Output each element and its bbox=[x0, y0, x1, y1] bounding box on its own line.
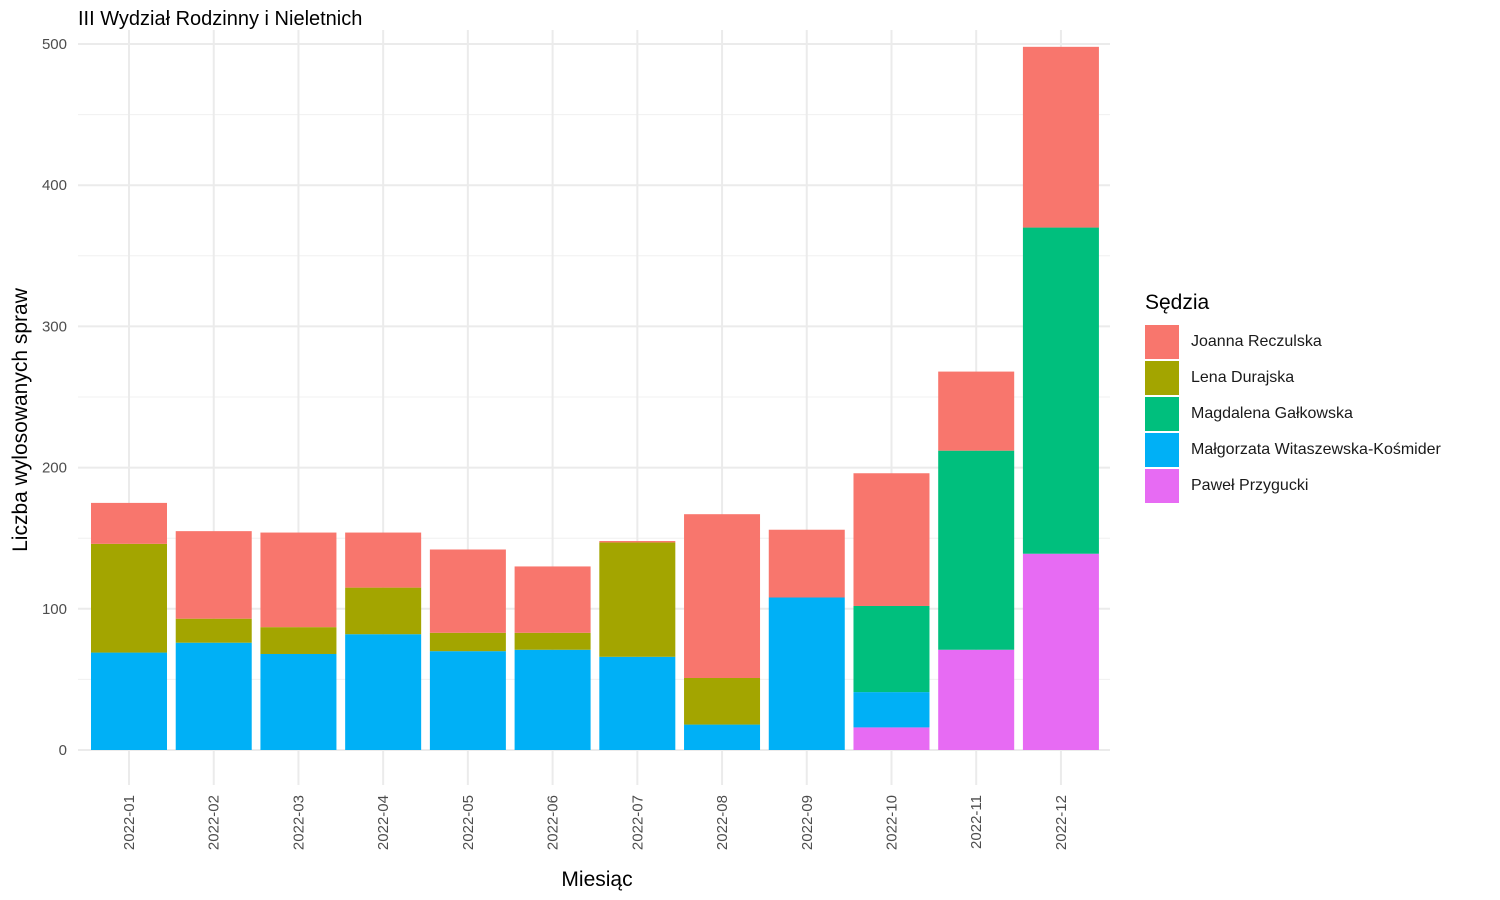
legend-swatch bbox=[1145, 469, 1179, 503]
x-tick-label: 2022-08 bbox=[714, 795, 731, 850]
legend-label: Joanna Reczulska bbox=[1191, 333, 1322, 350]
x-tick-label: 2022-10 bbox=[883, 795, 900, 850]
x-tick-label: 2022-06 bbox=[545, 795, 562, 850]
x-tick-label: 2022-09 bbox=[799, 795, 816, 850]
legend-swatch bbox=[1145, 325, 1179, 359]
x-tick-label: 2022-05 bbox=[460, 795, 477, 850]
bar-segment bbox=[599, 541, 676, 543]
bar-segment bbox=[684, 677, 761, 725]
legend-item: Małgorzata Witaszewska-Kośmider bbox=[1145, 432, 1441, 468]
legend: Sędzia Joanna Reczulska Lena Durajska Magd… bbox=[1145, 290, 1441, 504]
bar-segment bbox=[938, 450, 1015, 650]
bar-segment bbox=[345, 634, 422, 750]
bar-segment bbox=[1022, 227, 1099, 554]
y-tick-label: 200 bbox=[42, 460, 67, 477]
x-tick-label: 2022-04 bbox=[375, 795, 392, 850]
bar-segment bbox=[175, 642, 252, 750]
bar-segment bbox=[91, 543, 167, 653]
legend-title: Sędzia bbox=[1145, 291, 1210, 314]
bar-segment bbox=[853, 727, 930, 750]
chart-title: III Wydział Rodzinny i Nieletnich bbox=[78, 8, 363, 30]
bar-segment bbox=[175, 618, 252, 643]
bar-segment bbox=[429, 651, 506, 750]
bar-segment bbox=[768, 597, 845, 750]
x-tick-label: 2022-11 bbox=[968, 795, 985, 849]
bar-segment bbox=[514, 566, 591, 633]
bar-segment bbox=[853, 605, 930, 693]
bar-segment bbox=[514, 649, 591, 750]
y-tick-label: 400 bbox=[42, 177, 67, 194]
x-tick-label: 2022-02 bbox=[206, 795, 223, 850]
bar-segment bbox=[853, 473, 930, 606]
bar-segment bbox=[514, 632, 591, 650]
bar-segment bbox=[1022, 46, 1099, 228]
y-tick-label: 500 bbox=[42, 36, 67, 53]
bar-segment bbox=[345, 587, 422, 635]
legend-item: Lena Durajska bbox=[1145, 360, 1441, 396]
x-axis-title: Miesiąc bbox=[561, 868, 632, 891]
legend-item: Magdalena Gałkowska bbox=[1145, 396, 1441, 432]
bar-segment bbox=[684, 514, 761, 678]
bar-segment bbox=[938, 649, 1015, 750]
bar-segment bbox=[599, 656, 676, 750]
legend-swatch bbox=[1145, 433, 1179, 467]
bar-segment bbox=[91, 502, 167, 544]
y-axis-title: Liczba wylosowanych spraw bbox=[9, 287, 32, 552]
bar-segment bbox=[345, 532, 422, 588]
bar-segment bbox=[91, 652, 167, 750]
legend-item: Paweł Przygucki bbox=[1145, 468, 1441, 504]
bar-segment bbox=[684, 724, 761, 750]
legend-label: Paweł Przygucki bbox=[1191, 477, 1309, 494]
bar-segment bbox=[853, 692, 930, 728]
x-tick-label: 2022-12 bbox=[1053, 795, 1070, 850]
legend-items: Joanna Reczulska Lena Durajska Magdalena G… bbox=[1145, 324, 1441, 504]
bar-segment bbox=[768, 529, 845, 598]
bar-segment bbox=[260, 653, 337, 750]
legend-label: Magdalena Gałkowska bbox=[1191, 405, 1353, 422]
bar-segment bbox=[260, 627, 337, 654]
legend-swatch bbox=[1145, 397, 1179, 431]
bar-segment bbox=[1022, 553, 1099, 750]
bar-segment bbox=[429, 549, 506, 633]
y-tick-label: 0 bbox=[59, 742, 67, 759]
legend-label: Małgorzata Witaszewska-Kośmider bbox=[1191, 441, 1441, 458]
x-tick-label: 2022-01 bbox=[121, 795, 138, 850]
x-tick-label: 2022-07 bbox=[629, 795, 646, 850]
bar-segment bbox=[938, 371, 1015, 451]
x-tick-label: 2022-03 bbox=[290, 795, 307, 850]
legend-swatch bbox=[1145, 361, 1179, 395]
bar-segment bbox=[260, 532, 337, 628]
legend-item: Joanna Reczulska bbox=[1145, 324, 1441, 360]
bar-segment bbox=[599, 542, 676, 657]
y-tick-label: 100 bbox=[42, 601, 67, 618]
bar-segment bbox=[429, 632, 506, 652]
bar-segment bbox=[175, 531, 252, 619]
y-tick-label: 300 bbox=[42, 318, 67, 335]
legend-label: Lena Durajska bbox=[1191, 369, 1295, 386]
